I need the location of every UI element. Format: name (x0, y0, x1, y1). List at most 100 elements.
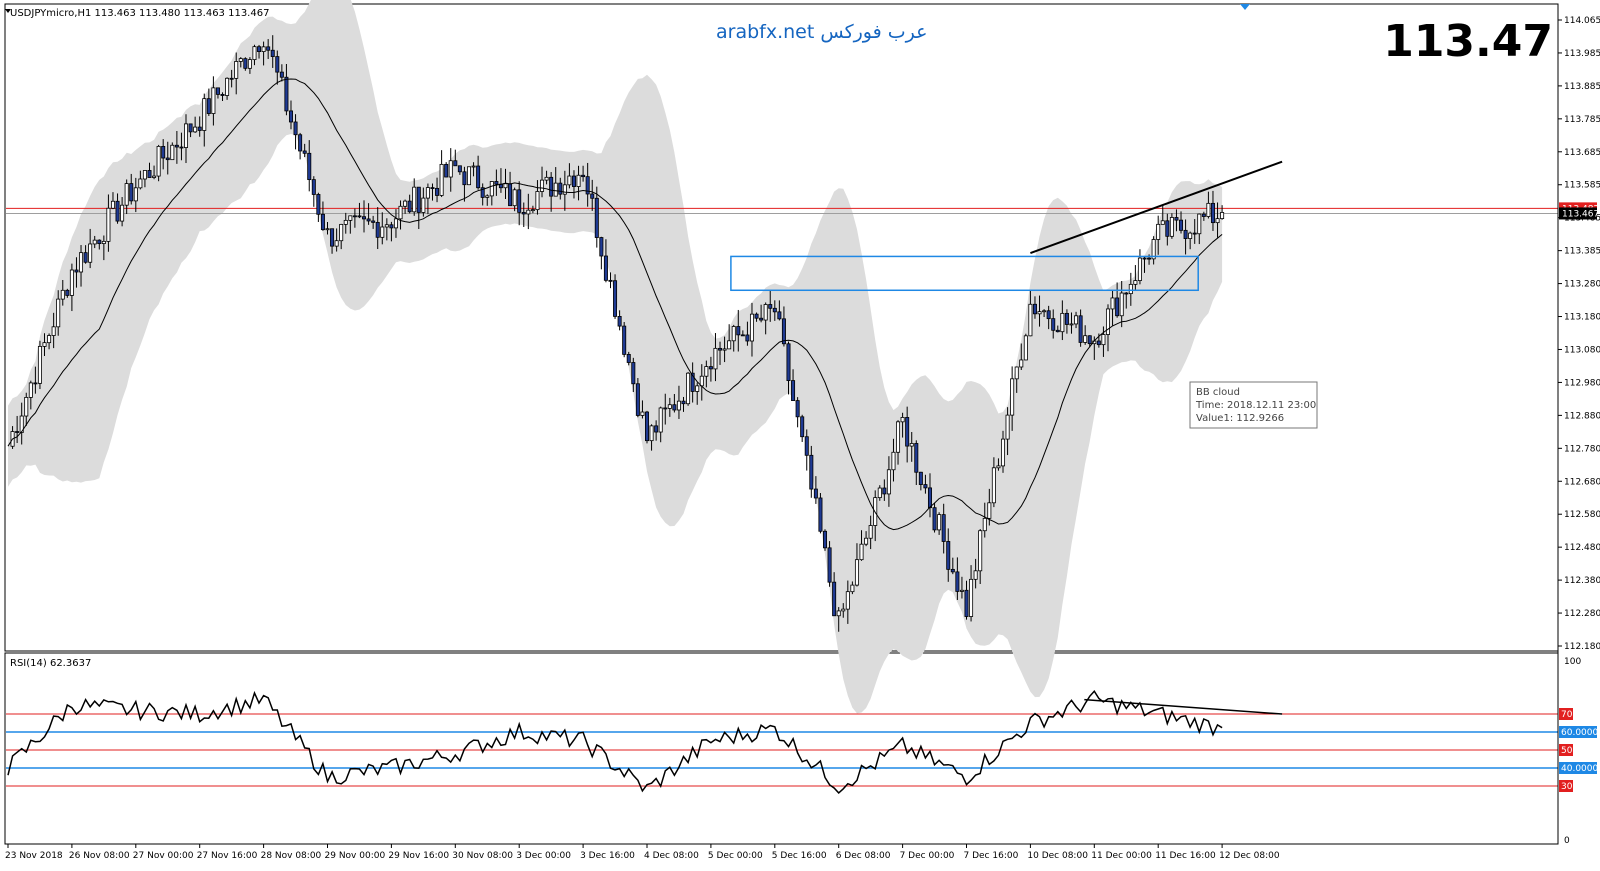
candle-body (663, 407, 668, 410)
candle-body (699, 375, 704, 387)
candle-body (152, 175, 157, 178)
rsi-tag-40: 40.0000 (1561, 764, 1598, 774)
tooltip-value: Value1: 112.9266 (1196, 413, 1284, 424)
candle-body (270, 49, 275, 57)
candle-body (393, 218, 398, 229)
candle-body (576, 174, 581, 187)
candle-body (622, 325, 627, 355)
candle-body (138, 178, 143, 189)
tooltip-time: Time: 2018.12.11 23:00 (1195, 400, 1316, 411)
candle-body (672, 404, 677, 411)
ma-line (7, 78, 1223, 531)
candle-body (704, 366, 709, 377)
candle-body (923, 484, 928, 489)
time-tick-label: 5 Dec 00:00 (708, 851, 763, 861)
candle-body (1115, 297, 1120, 317)
candle-body (357, 215, 362, 218)
candle-body (631, 362, 636, 385)
candle-body (193, 126, 198, 133)
rsi-tag-70-bg (1559, 708, 1573, 720)
price-tick-label: 112.680 (1564, 477, 1600, 487)
candle-body (969, 578, 974, 617)
candle-body (293, 121, 298, 136)
candle-body (1019, 359, 1024, 368)
chevron-down-icon[interactable] (5, 9, 11, 13)
candle-body (288, 110, 293, 123)
consolidation-box[interactable] (730, 255, 1199, 292)
candle-body (156, 145, 161, 177)
candle-body (220, 93, 225, 96)
candle-body (380, 226, 385, 238)
candle-body (115, 200, 120, 222)
candle-body (686, 372, 691, 405)
rsi-panel-frame (4, 652, 1559, 845)
price-tick-label: 112.280 (1564, 609, 1600, 619)
candle-body (804, 436, 809, 456)
price-tick-label: 113.385 (1564, 247, 1600, 257)
candle-body (768, 304, 773, 309)
time-tick-label: 29 Nov 00:00 (325, 851, 386, 861)
candle-body (197, 126, 202, 131)
candle-body (900, 417, 905, 423)
time-tick-label: 3 Dec 00:00 (516, 851, 571, 861)
candle-body (348, 215, 353, 221)
candle-body (407, 200, 412, 213)
candle-body (777, 311, 782, 320)
candle-body (891, 451, 896, 471)
candle-body (813, 488, 818, 499)
candle-body (640, 411, 645, 416)
candle-body (667, 404, 672, 409)
candle-body (33, 382, 38, 385)
time-tick-label: 23 Nov 2018 (5, 851, 63, 861)
candle-body (389, 224, 394, 229)
candle-body (1060, 312, 1065, 333)
scroll-marker-icon[interactable] (1240, 4, 1250, 10)
candle-body (206, 98, 211, 114)
candle-body (1124, 292, 1129, 295)
time-tick-label: 11 Dec 16:00 (1155, 851, 1216, 861)
candle-body (435, 187, 440, 196)
candle-body (243, 58, 248, 69)
candle-body (786, 343, 791, 381)
candle-body (184, 123, 189, 148)
candle-body (914, 443, 919, 473)
candle-body (731, 326, 736, 342)
candle-body (330, 228, 335, 247)
candle-body (56, 298, 61, 328)
candle-body (571, 175, 576, 187)
time-tick-label: 29 Nov 16:00 (388, 851, 449, 861)
candle-body (558, 182, 563, 195)
price-current-tag-bg (1559, 207, 1597, 220)
candle-body (298, 134, 303, 152)
candle-body (124, 183, 129, 206)
candle-body (791, 380, 796, 401)
rsi-label: RSI(14) 62.3637 (10, 658, 91, 669)
trendline-price[interactable] (1030, 160, 1283, 254)
candle-body (1160, 220, 1165, 225)
candle-body (654, 425, 659, 433)
candle-body (982, 517, 987, 532)
candle-body (937, 514, 942, 531)
candle-body (722, 348, 727, 351)
candle-body (795, 400, 800, 418)
bollinger-cloud (8, 0, 1223, 714)
candle-body (311, 179, 316, 195)
candle-body (261, 46, 266, 52)
candle-body (850, 584, 855, 593)
candle-body (886, 469, 891, 495)
candle-body (763, 304, 768, 321)
candle-body (1201, 213, 1206, 217)
candle-body (362, 216, 367, 220)
candle-body (1133, 280, 1138, 285)
candle-body (613, 280, 618, 317)
candle-body (585, 176, 590, 195)
candle-body (494, 181, 499, 185)
candle-body (845, 591, 850, 610)
trendline-rsi[interactable] (1084, 698, 1283, 715)
candle-body (713, 347, 718, 370)
candle-body (19, 415, 24, 433)
tooltip: BB cloud Time: 2018.12.11 23:00 Value1: … (1189, 381, 1318, 429)
price-tick-label: 112.180 (1564, 642, 1600, 652)
candle-body (1210, 202, 1215, 224)
